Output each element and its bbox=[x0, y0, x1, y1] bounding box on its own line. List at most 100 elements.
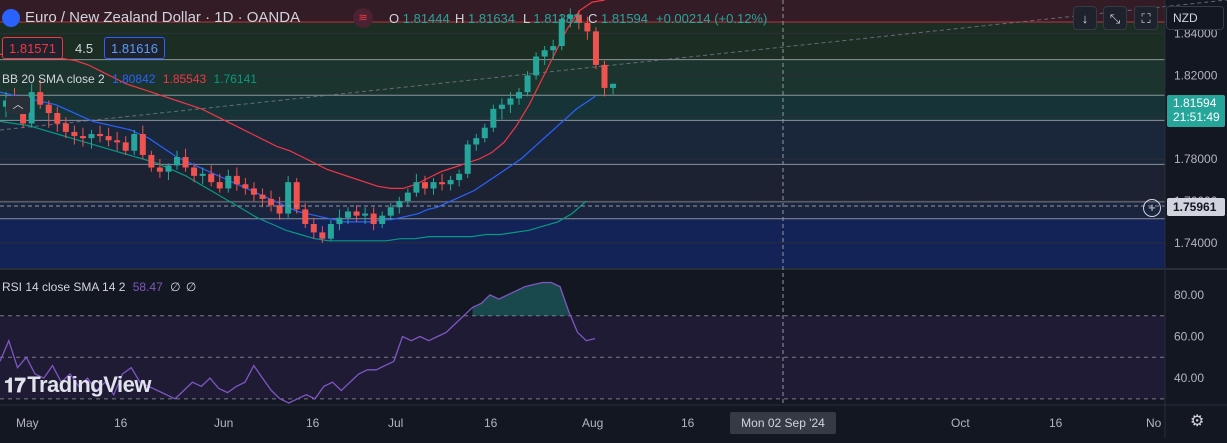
rsi-legend[interactable]: RSI 14 close SMA 14 2 58.47 ∅ ∅ bbox=[2, 280, 196, 294]
fullscreen-icon[interactable]: ⛶ bbox=[1134, 6, 1158, 30]
candle-body bbox=[131, 134, 138, 151]
spread-value: 4.5 bbox=[75, 41, 94, 56]
bb-lower-line bbox=[0, 120, 587, 242]
price-tick-label: 1.84000 bbox=[1174, 27, 1218, 41]
candle-body bbox=[242, 184, 249, 189]
price-zones bbox=[0, 0, 1165, 268]
candle-body bbox=[71, 131, 78, 137]
low-label: L bbox=[523, 11, 530, 26]
rsi-tick-label: 40.00 bbox=[1174, 371, 1204, 385]
horizontal-levels bbox=[0, 21, 1165, 220]
time-tick-label: 16 bbox=[1049, 416, 1063, 430]
candle-body bbox=[610, 83, 617, 88]
tradingview-logo-icon: 𝟏𝟕 bbox=[4, 375, 26, 397]
high-value: 1.81634 bbox=[468, 11, 516, 26]
candle-body bbox=[439, 182, 446, 185]
candle-body bbox=[353, 211, 360, 216]
rsi-tick-label: 80.00 bbox=[1174, 288, 1204, 302]
candle-body bbox=[37, 92, 44, 105]
candle-body bbox=[199, 173, 206, 176]
trend-line[interactable] bbox=[0, 0, 1227, 131]
buy-button[interactable]: 1.81616 bbox=[104, 37, 165, 59]
bb-basis-value: 1.80842 bbox=[112, 72, 156, 86]
open-label: O bbox=[389, 11, 400, 26]
market-status-icon[interactable]: ≋ bbox=[353, 8, 373, 28]
currency-selector[interactable]: NZD bbox=[1166, 6, 1224, 30]
candle-body bbox=[456, 173, 463, 181]
ohlc-high: H 1.81634 bbox=[455, 11, 515, 26]
bb-upper-value: 1.85543 bbox=[162, 72, 207, 86]
rsi-pane bbox=[0, 268, 1227, 404]
candle-body bbox=[370, 213, 377, 225]
crosshair-time-label: Mon 02 Sep '24 bbox=[730, 412, 836, 434]
candle-body bbox=[481, 127, 488, 139]
candle-body bbox=[28, 92, 35, 124]
rsi-value: 58.47 bbox=[132, 280, 163, 294]
candle-body bbox=[54, 113, 61, 124]
candle-body bbox=[558, 18, 565, 47]
settings-icon[interactable]: ⚙ bbox=[1190, 413, 1205, 430]
arrow-down-icon[interactable]: ↓ bbox=[1073, 6, 1097, 30]
candle-body bbox=[276, 205, 283, 214]
chevron-up-icon[interactable]: ︿ bbox=[6, 96, 30, 114]
candle-body bbox=[225, 175, 232, 189]
candle-body bbox=[114, 140, 121, 143]
candle-body bbox=[533, 56, 540, 76]
change-value: +0.00214 (+0.12%) bbox=[656, 11, 768, 26]
candle-body bbox=[345, 211, 351, 218]
time-tick-label: Jul bbox=[388, 416, 403, 430]
time-tick-label: 16 bbox=[681, 416, 695, 430]
price-zone bbox=[0, 59, 1165, 96]
price-zone bbox=[0, 218, 1165, 268]
ohlc-close: C 1.81594 bbox=[588, 11, 648, 26]
rsi-tick-label: 60.00 bbox=[1174, 330, 1204, 344]
crosshair-price-label: 1.75961 bbox=[1167, 198, 1225, 216]
ohlc-open: O 1.81444 bbox=[389, 11, 450, 26]
candle-body bbox=[148, 154, 155, 168]
candle-body bbox=[498, 104, 505, 109]
sell-button[interactable]: 1.81571 bbox=[2, 37, 63, 59]
close-label: C bbox=[588, 11, 598, 26]
candle-body bbox=[421, 182, 428, 189]
symbol-flag-icon[interactable] bbox=[2, 9, 20, 27]
price-tick-label: 1.74000 bbox=[1174, 236, 1218, 250]
watermark: 𝟏𝟕TradingView bbox=[4, 372, 151, 398]
price-tick-label: 1.78000 bbox=[1174, 152, 1218, 166]
price-zone bbox=[0, 0, 1165, 22]
candle-body bbox=[404, 192, 411, 201]
watermark-text: TradingView bbox=[27, 372, 151, 397]
rsi-extra-2: ∅ bbox=[185, 280, 197, 294]
candle-body bbox=[182, 157, 189, 168]
plus-circle-icon[interactable]: + bbox=[1143, 199, 1161, 217]
bb-lower-value: 1.76141 bbox=[213, 72, 257, 86]
bb-basis-line bbox=[0, 91, 596, 223]
candle-body bbox=[191, 167, 198, 176]
candle-body bbox=[174, 157, 180, 166]
price-zone bbox=[0, 120, 1165, 165]
candle-body bbox=[268, 198, 275, 206]
price-tick-label: 1.82000 bbox=[1174, 68, 1218, 82]
bb-legend[interactable]: BB 20 SMA close 2 1.80842 1.85543 1.7614… bbox=[2, 72, 257, 86]
candle-body bbox=[62, 123, 69, 132]
candle-body bbox=[575, 14, 582, 24]
collapse-icon[interactable]: ⤡ bbox=[1103, 6, 1127, 30]
bb-label: BB 20 SMA close 2 bbox=[2, 72, 105, 86]
last-price-label: 1.81594 21:51:49 bbox=[1167, 95, 1225, 127]
symbol-title[interactable]: Euro / New Zealand Dollar · 1D · OANDA bbox=[25, 9, 301, 26]
close-value: 1.81594 bbox=[601, 11, 649, 26]
time-tick-label: 16 bbox=[306, 416, 320, 430]
last-price-value: 1.81594 bbox=[1173, 96, 1217, 110]
candle-body bbox=[165, 165, 172, 172]
time-tick-label: May bbox=[16, 416, 39, 430]
price-zone bbox=[0, 95, 1165, 121]
bb-upper-line bbox=[0, 0, 605, 189]
candle-body bbox=[464, 144, 471, 174]
candle-body bbox=[79, 136, 86, 139]
candle-body bbox=[396, 201, 403, 208]
candle-body bbox=[524, 75, 531, 93]
candle-body bbox=[592, 31, 599, 65]
high-label: H bbox=[455, 11, 465, 26]
candle-body bbox=[584, 23, 591, 32]
